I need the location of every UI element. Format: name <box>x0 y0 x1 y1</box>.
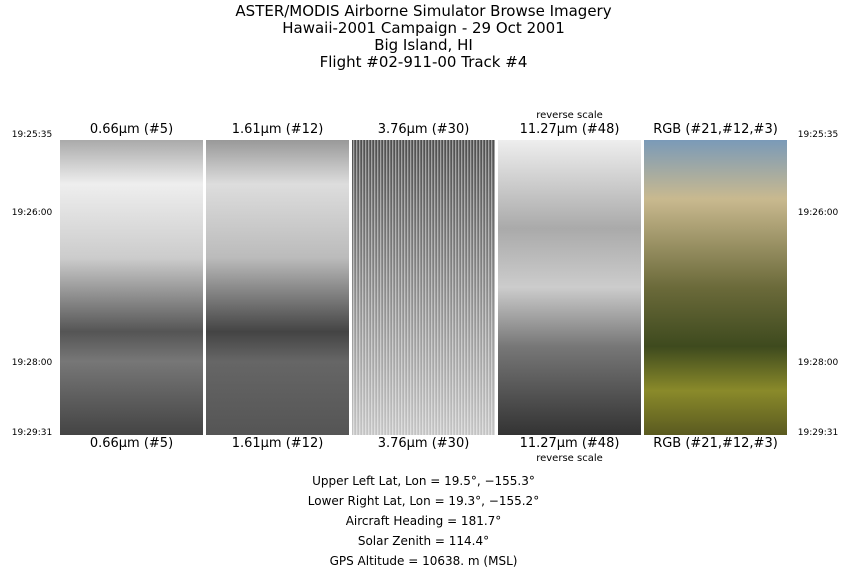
lower-right-latlon: Lower Right Lat, Lon = 19.3°, −155.2° <box>307 494 540 508</box>
time-left-2: 19:26:00 <box>11 208 53 218</box>
panel-label-top-5: RGB (#21,#12,#3) <box>653 122 778 137</box>
panel-label-bottom-3: 3.76μm (#30) <box>377 436 470 451</box>
reverse-scale-note-bottom: reverse scale <box>536 453 603 464</box>
image-panel-0.66um <box>60 140 203 435</box>
title-line-2: Hawaii-2001 Campaign - 29 Oct 2001 <box>282 19 565 37</box>
title-line-3: Big Island, HI <box>374 36 473 54</box>
image-panel-1.61um <box>206 140 349 435</box>
time-right-3: 19:28:00 <box>797 358 839 368</box>
panel-label-top-4: 11.27μm (#48) <box>519 122 620 137</box>
panel-label-top-1: 0.66μm (#5) <box>89 122 174 137</box>
panel-label-top-2: 1.61μm (#12) <box>231 122 324 137</box>
image-panel-11.27um <box>498 140 641 435</box>
upper-left-latlon: Upper Left Lat, Lon = 19.5°, −155.3° <box>312 474 535 488</box>
panel-label-bottom-2: 1.61μm (#12) <box>231 436 324 451</box>
solar-zenith: Solar Zenith = 114.4° <box>357 534 490 548</box>
panel-label-bottom-4: 11.27μm (#48) <box>519 436 620 451</box>
reverse-scale-note-top: reverse scale <box>536 110 603 121</box>
panel-label-bottom-5: RGB (#21,#12,#3) <box>653 436 778 451</box>
time-right-4: 19:29:31 <box>797 428 839 438</box>
gps-altitude: GPS Altitude = 10638. m (MSL) <box>329 554 518 568</box>
time-left-1: 19:25:35 <box>11 130 53 140</box>
time-right-1: 19:25:35 <box>797 130 839 140</box>
image-panel-rgb <box>644 140 787 435</box>
aircraft-heading: Aircraft Heading = 181.7° <box>345 514 502 528</box>
title-line-1: ASTER/MODIS Airborne Simulator Browse Im… <box>235 2 612 20</box>
time-left-3: 19:28:00 <box>11 358 53 368</box>
panel-label-bottom-1: 0.66μm (#5) <box>89 436 174 451</box>
panel-label-top-3: 3.76μm (#30) <box>377 122 470 137</box>
time-left-4: 19:29:31 <box>11 428 53 438</box>
image-panel-3.76um <box>352 140 495 435</box>
title-line-4: Flight #02-911-00 Track #4 <box>319 53 528 71</box>
time-right-2: 19:26:00 <box>797 208 839 218</box>
